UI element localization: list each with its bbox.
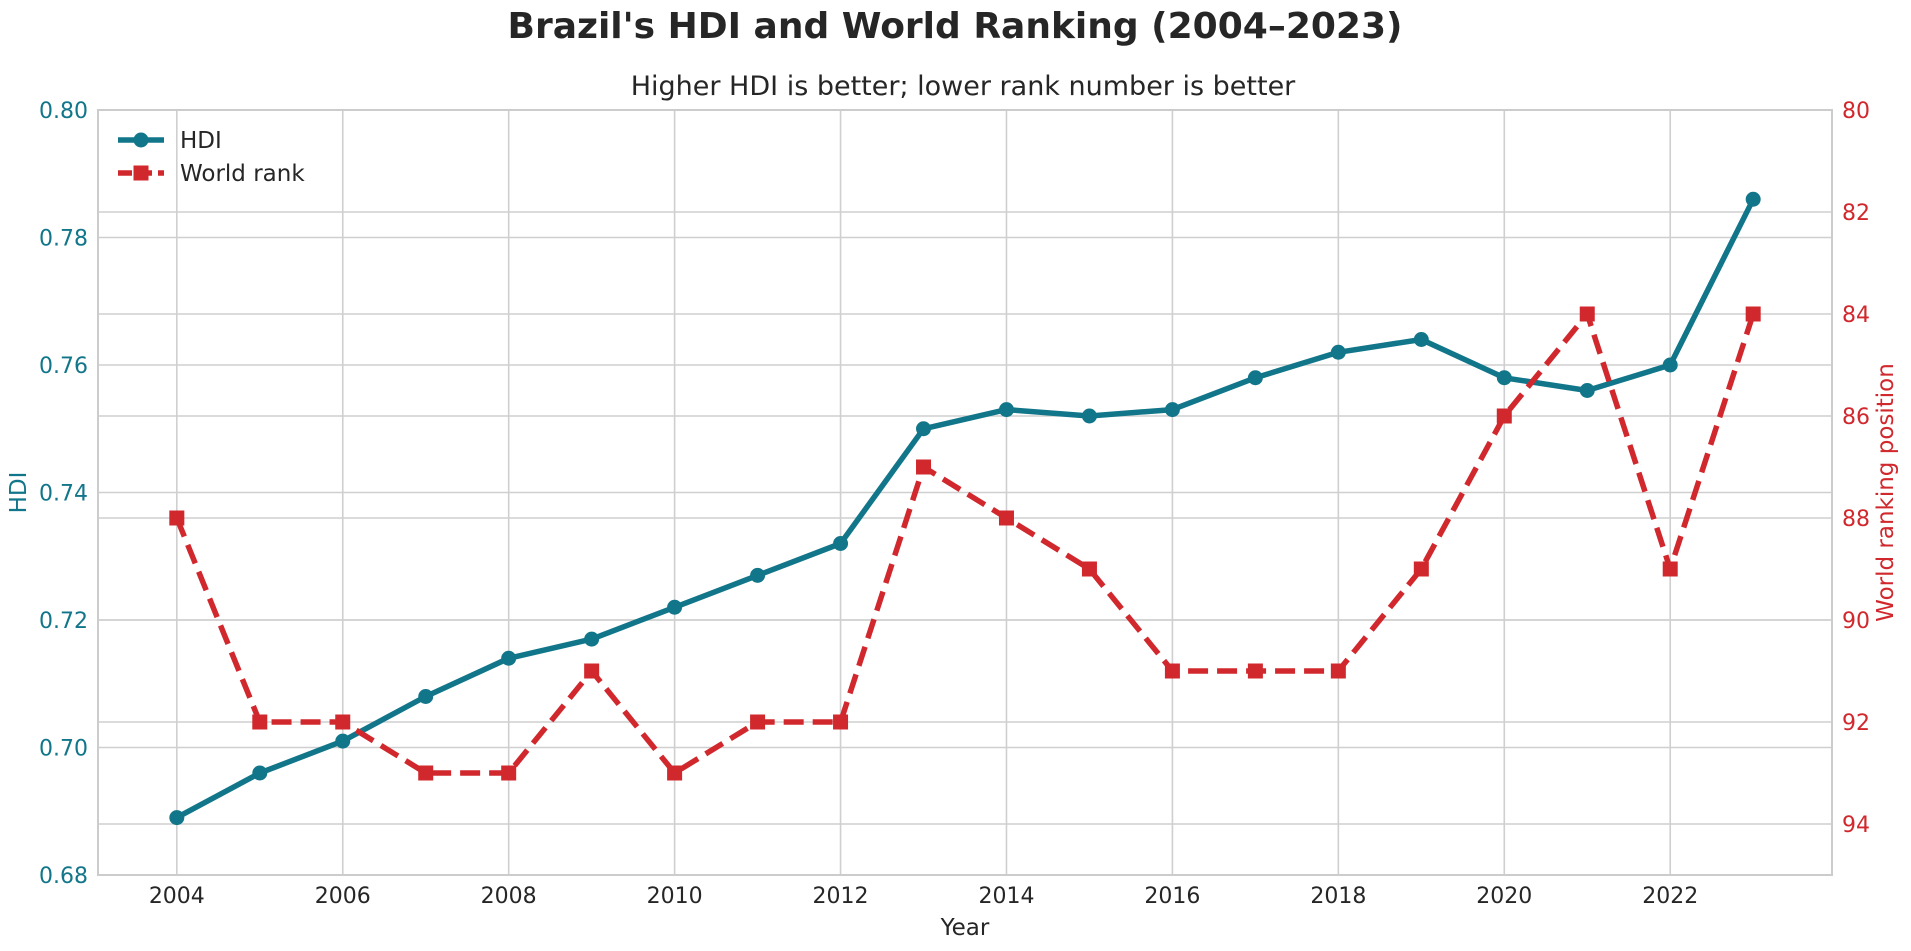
y-tick-label-right: 94 [1842,813,1870,838]
x-tick-label: 2012 [813,884,869,909]
hdi-point [1081,408,1097,424]
hdi-point [998,402,1014,418]
y-tick-label-right: 84 [1842,303,1870,328]
x-tick-label: 2006 [315,884,371,909]
legend-label: World rank [180,161,305,187]
hdi-point [1579,383,1595,398]
rank-point [1745,306,1761,322]
x-tick-label: 2022 [1642,884,1698,909]
rank-point [252,714,268,730]
y-tick-label-left: 0.74 [39,482,88,507]
rank-point [1413,561,1429,577]
hdi-point [501,650,517,666]
legend-marker-hdi [133,132,149,148]
rank-point [667,765,683,781]
hdi-point [1496,370,1512,386]
hdi-point [1164,402,1180,418]
hdi-point [1413,332,1429,347]
rank-series-line [174,311,1756,776]
rank-point [1081,561,1097,577]
series-layer [169,191,1761,826]
rank-point [916,459,932,475]
rank-point [169,510,185,526]
rank-point [750,714,766,730]
rank-point [1164,663,1180,679]
hdi-point [667,599,683,615]
rank-point [418,765,434,781]
hdi-point [169,810,185,826]
y-axis-label-right: World ranking position [1873,363,1899,622]
rank-point [998,510,1014,526]
y-tick-label-right: 80 [1842,99,1870,124]
hdi-point [252,765,268,781]
y-tick-label-left: 0.80 [39,99,88,124]
x-tick-label: 2018 [1310,884,1366,909]
hdi-point [833,536,849,551]
hdi-point [418,689,434,704]
grid [98,109,1832,876]
x-axis-label: Year [940,915,990,941]
rank-point [1496,408,1512,424]
hdi-point [335,733,351,749]
rank-point [501,765,517,781]
hdi-series-line [175,198,1756,821]
y-tick-label-right: 86 [1842,405,1870,430]
rank-point [1579,306,1595,322]
hdi-point [1330,344,1346,360]
hdi-point [1247,370,1263,386]
plot-frame [97,109,1833,876]
y-tick-label-left: 0.72 [39,609,88,634]
hdi-point [1745,191,1761,207]
rank-point [1247,663,1263,679]
y-tick-label-right: 90 [1842,609,1870,634]
hdi-point [750,567,766,583]
y-tick-label-right: 88 [1842,507,1870,532]
hdi-point [916,421,932,437]
x-tick-label: 2004 [149,884,205,909]
x-tick-label: 2020 [1476,884,1532,909]
y-tick-label-left: 0.70 [39,737,88,762]
x-tick-label: 2010 [647,884,703,909]
x-tick-label: 2016 [1144,884,1200,909]
chart-subtitle: Higher HDI is better; lower rank number … [631,71,1296,102]
y-tick-label-left: 0.68 [39,864,88,889]
rank-point [584,663,600,679]
y-tick-label-right: 92 [1842,711,1870,736]
legend-label: HDI [180,128,222,154]
y-axis-label-left: HDI [6,472,32,514]
rank-point [1330,663,1346,679]
y-tick-label-left: 0.76 [39,354,88,379]
y-tick-label-left: 0.78 [39,227,88,252]
y-tick-label-right: 82 [1842,201,1870,226]
legend: HDI World rank [118,128,305,187]
chart-title: Brazil's HDI and World Ranking (2004–202… [508,6,1403,47]
rank-point [833,714,849,730]
axes: 2004 2006 2008 2010 2012 2014 2016 2018 2020 2022… [39,99,1870,909]
x-tick-label: 2014 [978,884,1034,909]
rank-point [335,714,351,730]
hdi-point [584,631,600,647]
hdi-point [1662,357,1678,373]
legend-marker-rank [133,165,149,181]
rank-point [1662,561,1678,577]
x-tick-label: 2008 [481,884,537,909]
